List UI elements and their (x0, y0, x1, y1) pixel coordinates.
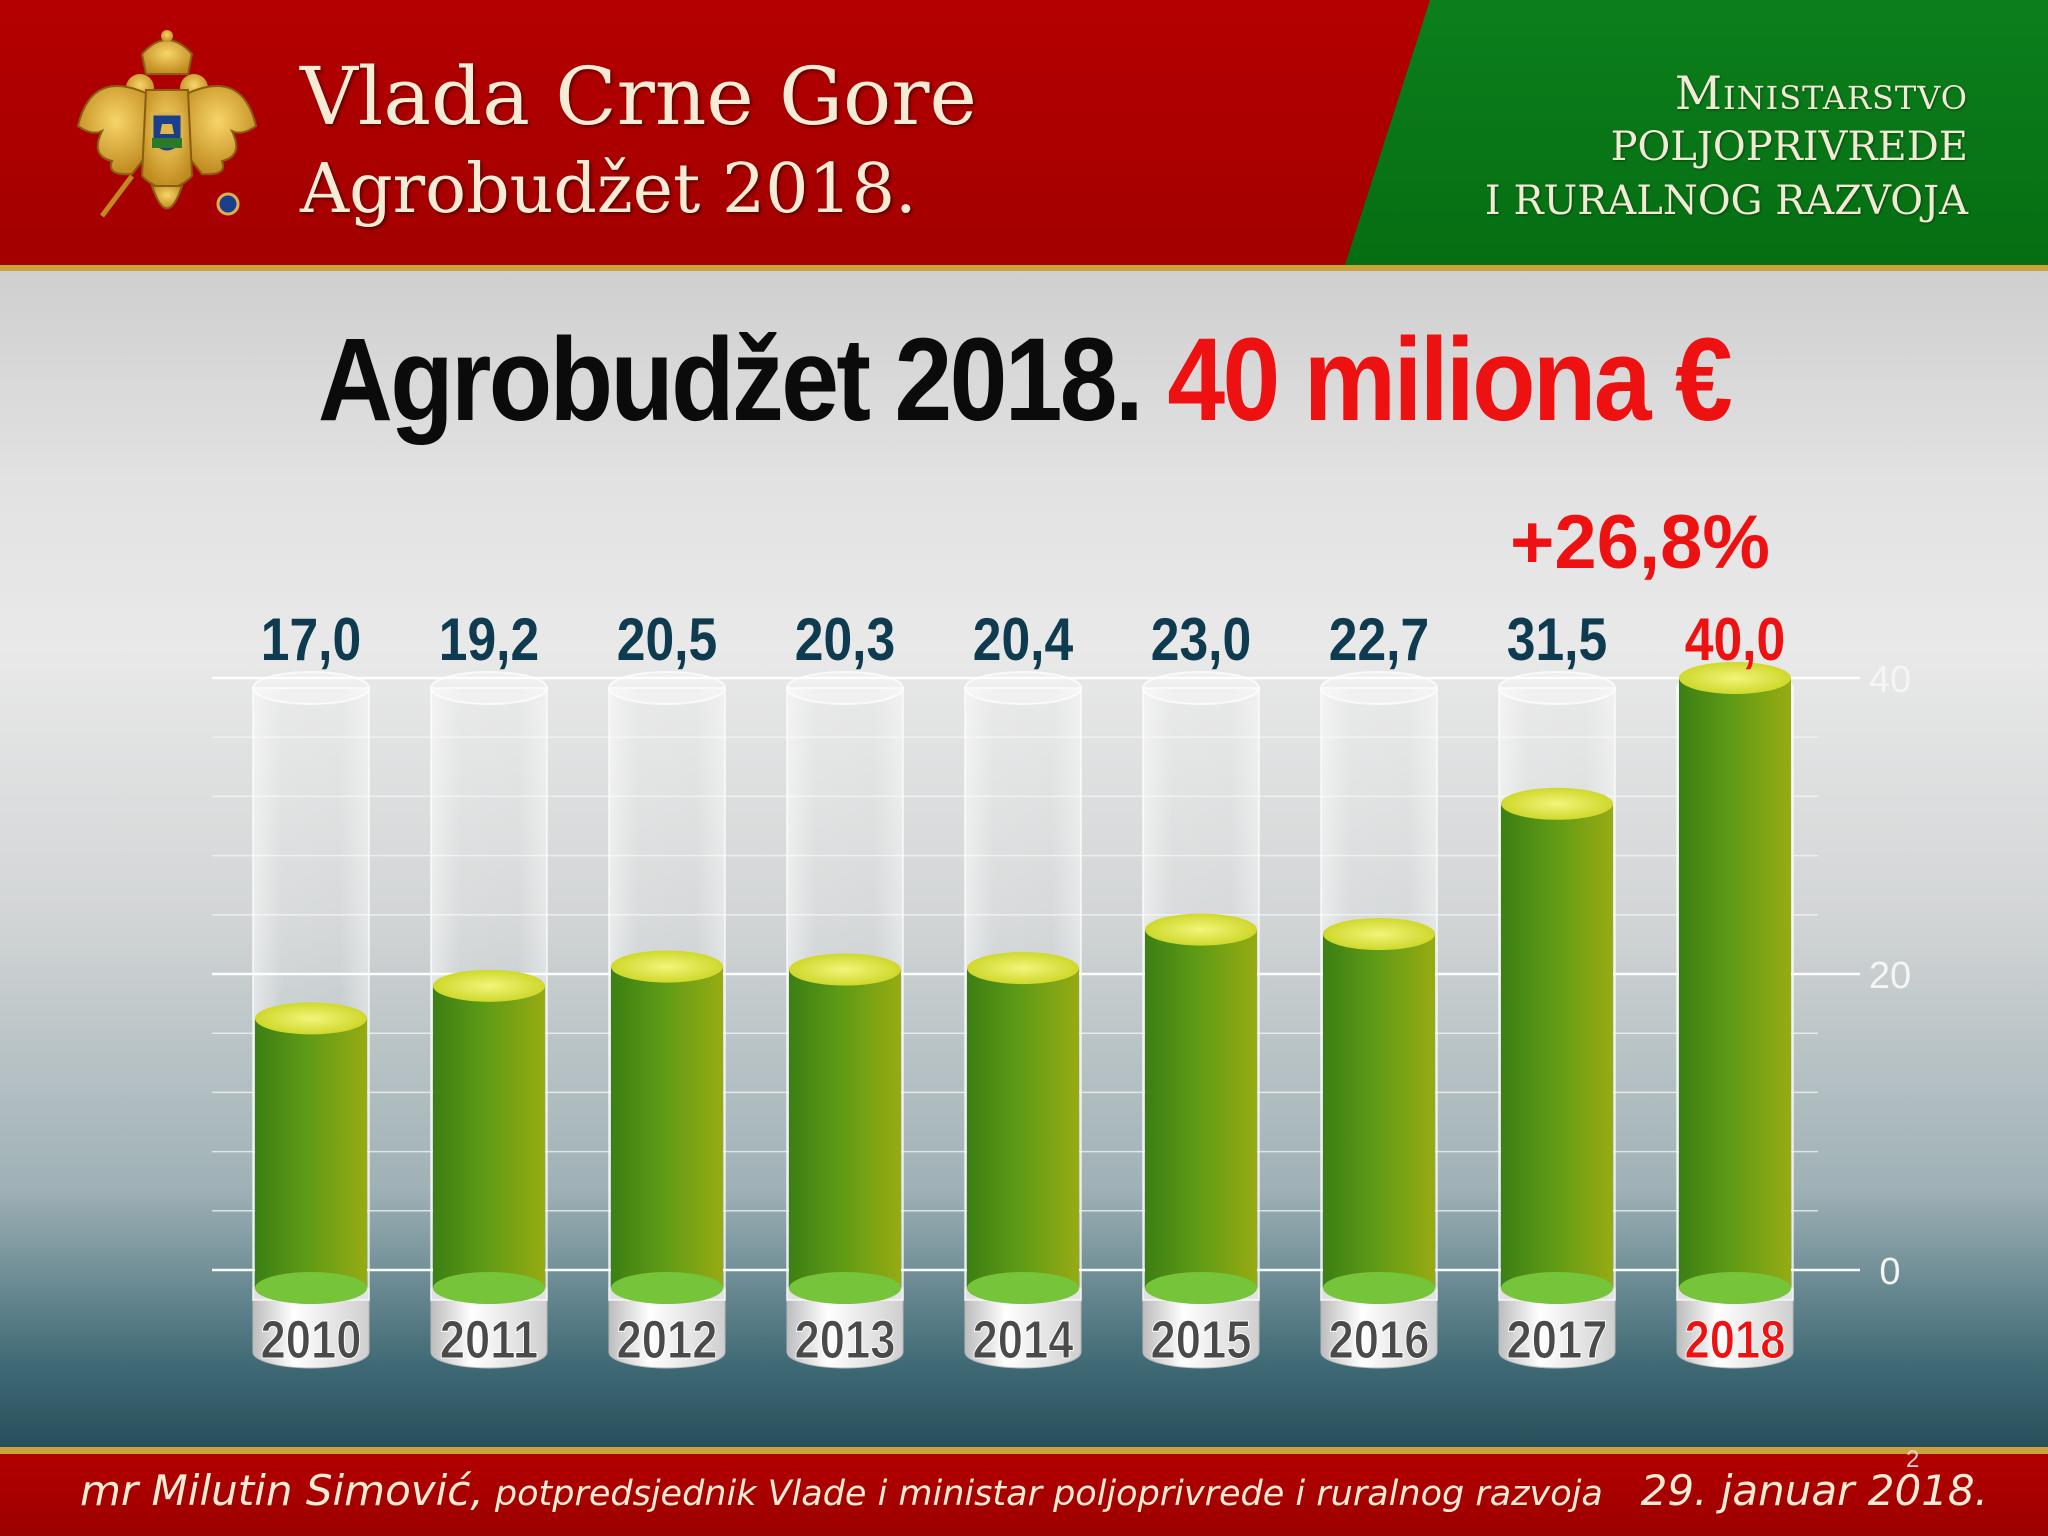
value-label-2013: 20,3 (795, 605, 895, 673)
bar-fill (967, 968, 1079, 1288)
bar-base (964, 1287, 1082, 1369)
bar-fill-top (1323, 918, 1435, 951)
bar-fill-bottom (1501, 1272, 1613, 1304)
footer-author-role: potpredsjednik Vlade i ministar poljopri… (483, 1474, 1603, 1514)
y-tick-label: 20 (1869, 955, 1911, 997)
bar-glass-top (1498, 671, 1616, 705)
y-tick-label: 40 (1869, 659, 1911, 701)
bar-2011 (430, 671, 548, 1369)
bar-fill (1323, 934, 1435, 1288)
bar-fill (1679, 678, 1791, 1288)
growth-annotation: +26,8% (1510, 500, 1770, 585)
bar-glass-top (252, 671, 370, 705)
headline-part-amount: 40 miliona € (1167, 314, 1732, 446)
category-label-2015: 2015 (1151, 1309, 1252, 1370)
bar-base (252, 1287, 370, 1369)
bar-fill-top (1679, 662, 1791, 694)
bar-base (1676, 1287, 1794, 1369)
bar-base (786, 1287, 904, 1369)
category-label-2010: 2010 (261, 1309, 362, 1370)
header-title: Vlada Crne Gore (300, 50, 977, 143)
value-label-2016: 22,7 (1329, 605, 1429, 673)
header-banner (0, 0, 2048, 265)
bar-2015 (1142, 671, 1260, 1369)
bar-fill (255, 1018, 367, 1288)
bar-glass-top (1142, 671, 1260, 705)
value-label-2018: 40,0 (1685, 605, 1785, 673)
bar-fill (1145, 929, 1257, 1288)
gold-divider-top (0, 265, 2048, 271)
bar-glass-top (964, 671, 1082, 705)
category-label-2017: 2017 (1507, 1309, 1608, 1370)
bar-fill-bottom (1323, 1272, 1435, 1304)
bar-base (608, 1287, 726, 1369)
category-label-2013: 2013 (795, 1309, 896, 1370)
value-label-2015: 23,0 (1151, 605, 1251, 673)
bar-fill (1501, 803, 1613, 1288)
ministry-name-line2: POLJOPRIVREDE (1610, 124, 1968, 170)
bar-fill (433, 985, 545, 1288)
category-label-2016: 2016 (1329, 1309, 1430, 1370)
coat-of-arms-icon (76, 30, 258, 218)
bar-fill-top (1501, 787, 1613, 820)
bar-base (1320, 1287, 1438, 1369)
bar-2012 (608, 671, 726, 1369)
headline-part-title: Agrobudžet 2018. (317, 314, 1144, 446)
y-tick-label: 0 (1879, 1251, 1900, 1293)
bar-fill (789, 969, 901, 1288)
bar-glass-top (1320, 671, 1438, 705)
bar-fill-top (789, 953, 901, 986)
value-label-2014: 20,4 (973, 605, 1073, 673)
bar-2018 (1676, 662, 1794, 1369)
bar-2010 (252, 671, 370, 1369)
bar-base (1498, 1287, 1616, 1369)
footer-author-name: mr Milutin Simović, (80, 1466, 484, 1515)
value-label-2017: 31,5 (1507, 605, 1607, 673)
bar-glass-top (608, 671, 726, 705)
footer-author: mr Milutin Simović, potpredsjednik Vlade… (80, 1466, 1603, 1515)
bar-base (1142, 1287, 1260, 1369)
footer-band (0, 1454, 2048, 1536)
bar-2013 (786, 671, 904, 1369)
header-subtitle: Agrobudžet 2018. (300, 150, 917, 229)
gold-divider-bottom (0, 1447, 2048, 1454)
header-green-band (1345, 0, 2048, 265)
value-label-2010: 17,0 (261, 605, 361, 673)
bar-fill-top (1145, 913, 1257, 946)
bar-fill-bottom (433, 1272, 545, 1304)
value-label-2012: 20,5 (617, 605, 717, 673)
bar-fill-top (967, 952, 1079, 985)
bar-fill-bottom (611, 1272, 723, 1304)
bar-fill-bottom (255, 1272, 367, 1304)
bar-fill (611, 966, 723, 1288)
bar-fill-bottom (1679, 1272, 1791, 1304)
bar-fill-bottom (789, 1272, 901, 1304)
bar-fill-bottom (967, 1272, 1079, 1304)
bar-fill-top (611, 950, 723, 983)
bar-glass-top (430, 671, 548, 705)
category-label-2014: 2014 (973, 1309, 1074, 1370)
bar-2016 (1320, 671, 1438, 1369)
bar-glass-top (786, 671, 904, 705)
value-label-2011: 19,2 (439, 605, 539, 673)
category-label-2018: 2018 (1685, 1309, 1786, 1370)
slide-headline: Agrobudžet 2018. 40 miliona € (123, 312, 1925, 448)
bar-fill-top (433, 969, 545, 1002)
page-number: 2 (1906, 1446, 1920, 1473)
ministry-name-line3: I RURALNOG RAZVOJA (1484, 178, 1968, 224)
bar-2017 (1498, 671, 1616, 1369)
bar-fill-bottom (1145, 1272, 1257, 1304)
bar-fill-top (255, 1002, 367, 1035)
bar-base (430, 1287, 548, 1369)
footer-date: 29. januar 2018. (1640, 1466, 1988, 1515)
bar-2014 (964, 671, 1082, 1369)
category-label-2011: 2011 (440, 1309, 538, 1370)
category-label-2012: 2012 (617, 1309, 718, 1370)
ministry-name-line1: Ministarstvo (1674, 66, 1968, 120)
